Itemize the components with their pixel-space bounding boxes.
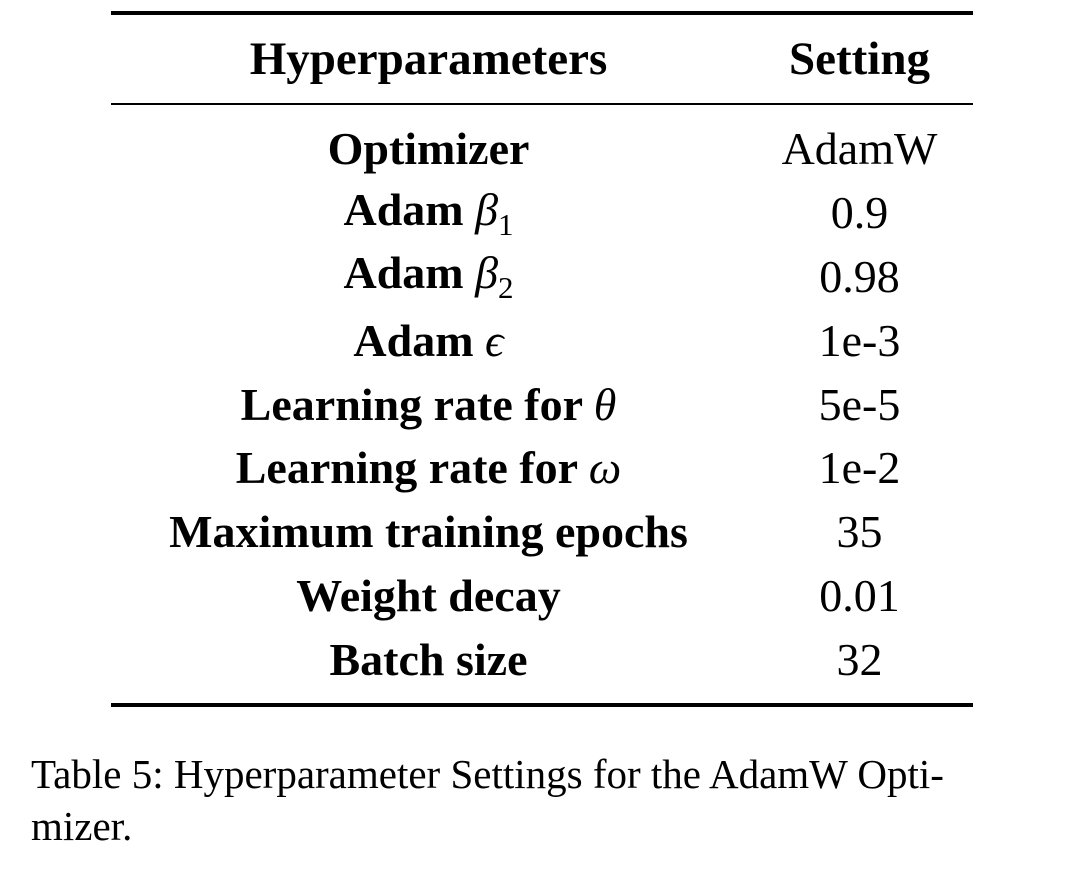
caption-text-part1: Hyperparameter Settings for the AdamW Op…	[173, 751, 944, 797]
setting-value: 32	[836, 633, 883, 685]
hyperparameter-label: Optimizer	[327, 123, 530, 175]
setting-value: 0.9	[830, 187, 889, 239]
setting-value: 1e-3	[818, 314, 901, 366]
table-row: Adam β1 0.9	[111, 181, 973, 245]
setting-value: AdamW	[781, 123, 938, 175]
table-row: Learning rate for ω 1e-2	[111, 436, 973, 500]
hyperparameter-label: Batch size	[329, 633, 528, 685]
caption-label: Table 5:	[31, 751, 164, 797]
table-bottom-rule	[111, 703, 973, 708]
hyperparameter-label: Learning rate for	[240, 378, 594, 430]
table-row: Batch size 32	[111, 627, 973, 691]
hyperparameter-label: Maximum training epochs	[169, 506, 688, 558]
hyperparameter-label: Adam	[343, 247, 476, 299]
hyperparameter-label: Learning rate for	[235, 442, 589, 494]
math-symbol: ω	[588, 442, 622, 494]
caption-text-part2: mizer.	[31, 803, 133, 849]
table-row: Learning rate for θ 5e-5	[111, 372, 973, 436]
hyperparameter-name: Adam β1	[111, 183, 746, 243]
table-row: Optimizer AdamW	[111, 117, 973, 181]
hyperparameter-name: Learning rate for θ	[111, 378, 746, 431]
table-top-rule	[111, 11, 973, 15]
math-symbol: β	[475, 183, 499, 235]
hyperparameter-label: Adam	[343, 183, 476, 235]
setting-value: 35	[836, 506, 883, 558]
table-row: Adam ϵ 1e-3	[111, 308, 973, 372]
hyperparameter-name: Adam ϵ	[111, 314, 746, 367]
table-row: Weight decay 0.01	[111, 564, 973, 628]
table-header-row: Hyperparameters Setting	[111, 15, 973, 103]
setting-value: 1e-2	[818, 442, 901, 494]
setting-value: 5e-5	[818, 378, 901, 430]
hyperparameter-name: Optimizer	[111, 122, 746, 175]
math-symbol: θ	[593, 378, 617, 430]
math-symbol: β	[475, 247, 499, 299]
table-row: Adam β2 0.98	[111, 245, 973, 309]
hyperparameter-label: Adam	[353, 314, 486, 366]
header-hyperparameters: Hyperparameters	[249, 33, 608, 85]
setting-value: 0.98	[819, 250, 900, 302]
math-subscript: 2	[498, 270, 514, 306]
math-symbol: ϵ	[485, 314, 504, 366]
header-setting: Setting	[789, 33, 930, 85]
hyperparameter-table: Hyperparameters Setting Optimizer AdamW Ad…	[111, 11, 973, 708]
table-row: Maximum training epochs 35	[111, 500, 973, 564]
hyperparameter-name: Weight decay	[111, 569, 746, 622]
hyperparameter-name: Maximum training epochs	[111, 505, 746, 558]
math-subscript: 1	[498, 206, 514, 242]
hyperparameter-name: Adam β2	[111, 246, 746, 306]
table-header-rule	[111, 103, 973, 105]
hyperparameter-name: Learning rate for ω	[111, 441, 746, 494]
setting-value: 0.01	[819, 569, 900, 621]
hyperparameter-name: Batch size	[111, 633, 746, 686]
table-body: Optimizer AdamW Adam β1 0.9 Adam β2 0.98 Adam …	[111, 105, 973, 703]
table-caption: Table 5: Hyperparameter Settings for the…	[31, 748, 1061, 852]
hyperparameter-label: Weight decay	[296, 569, 561, 621]
